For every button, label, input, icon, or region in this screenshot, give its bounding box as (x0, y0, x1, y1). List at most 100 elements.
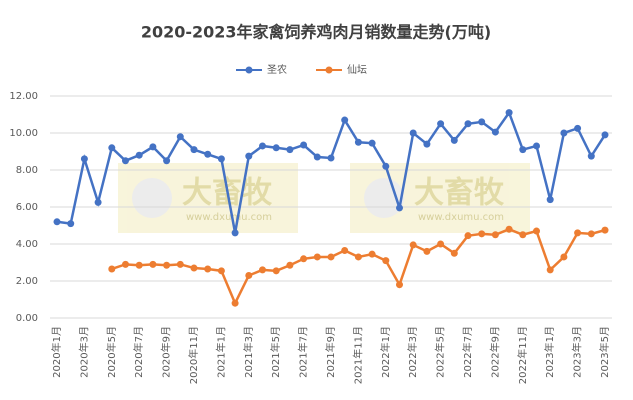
data-point (382, 257, 390, 265)
y-tick-label: 10.00 (9, 128, 38, 139)
data-point (560, 253, 568, 261)
x-tick-label: 2020年9月 (160, 326, 173, 378)
data-point (231, 229, 239, 237)
data-point (122, 157, 129, 165)
data-point (94, 198, 102, 206)
data-point (53, 218, 61, 226)
data-point (286, 146, 294, 154)
data-point (560, 129, 568, 137)
legend-label: 圣农 (267, 63, 287, 76)
x-tick-label: 2022年11月 (516, 326, 529, 384)
data-point (450, 249, 458, 257)
data-point (409, 129, 417, 137)
watermark: 大畜牧 www.dxumu.com 大畜牧 www.dxumu.com (118, 163, 530, 233)
data-point (396, 281, 403, 289)
data-point (437, 240, 445, 248)
y-tick-label: 8.00 (16, 165, 38, 176)
watermark-url: www.dxumu.com (186, 212, 272, 223)
data-point (108, 265, 116, 273)
data-point (368, 250, 376, 258)
data-point (259, 142, 266, 150)
data-point (190, 264, 198, 272)
data-point (300, 141, 308, 149)
data-point (601, 226, 609, 234)
data-point (450, 136, 458, 144)
legend-marker (325, 66, 333, 74)
x-tick-label: 2023年5月 (598, 326, 611, 378)
data-point (327, 253, 335, 261)
data-point (149, 143, 157, 151)
data-point (135, 151, 143, 159)
data-point (491, 128, 499, 136)
x-tick-label: 2021年11月 (351, 326, 364, 384)
watermark-logo (132, 178, 172, 218)
y-tick-label: 0.00 (16, 313, 38, 324)
data-point (149, 260, 157, 268)
x-tick-label: 2021年1月 (214, 326, 227, 378)
x-tick-label: 2020年5月 (105, 326, 118, 378)
x-tick-label: 2021年5月 (269, 326, 282, 378)
x-tick-label: 2021年7月 (297, 326, 310, 378)
data-point (217, 155, 225, 163)
data-point (190, 146, 198, 154)
data-point (396, 204, 403, 212)
y-tick-label: 4.00 (16, 239, 38, 250)
data-point (491, 231, 499, 239)
x-tick-label: 2020年11月 (187, 326, 200, 384)
data-point (272, 144, 280, 152)
data-point (231, 299, 239, 307)
data-point (478, 118, 486, 126)
data-point (204, 150, 212, 158)
y-tick-label: 12.00 (9, 91, 38, 102)
data-point (300, 255, 308, 263)
data-point (574, 124, 582, 132)
data-point (341, 246, 349, 254)
x-tick-label: 2022年3月 (406, 326, 419, 378)
x-tick-label: 2023年1月 (543, 326, 556, 378)
data-point (80, 155, 88, 163)
data-point (423, 140, 431, 148)
data-point (313, 153, 321, 161)
data-point (437, 120, 445, 128)
data-point (574, 229, 582, 237)
watermark-text: 大畜牧 (414, 176, 505, 211)
data-point (108, 144, 116, 152)
legend-label: 仙坛 (347, 63, 367, 76)
data-point (546, 266, 554, 274)
data-point (163, 157, 171, 165)
data-point (464, 232, 472, 240)
x-tick-label: 2020年7月 (132, 326, 145, 378)
data-point (204, 265, 212, 273)
data-point (478, 230, 486, 238)
data-point (245, 152, 253, 160)
data-point (533, 227, 540, 235)
data-point (163, 261, 171, 269)
data-point (327, 154, 335, 162)
data-point (354, 138, 362, 146)
x-tick-label: 2022年7月 (461, 326, 474, 378)
x-tick-label: 2022年5月 (434, 326, 447, 378)
data-point (67, 220, 75, 228)
y-tick-label: 6.00 (16, 202, 38, 213)
data-point (122, 260, 129, 268)
data-point (176, 133, 184, 141)
legend-marker (245, 66, 253, 74)
data-point (341, 116, 349, 124)
data-point (135, 261, 143, 269)
data-point (286, 261, 294, 269)
chart-title: 2020-2023年家禽饲养鸡肉月销数量走势(万吨) (141, 23, 491, 42)
data-point (464, 120, 472, 128)
data-point (505, 225, 513, 233)
data-point (245, 271, 253, 279)
data-point (423, 247, 431, 255)
data-point (519, 146, 527, 154)
x-tick-label: 2021年3月 (242, 326, 255, 378)
data-point (176, 260, 184, 268)
data-point (601, 131, 609, 139)
data-point (587, 230, 595, 238)
watermark-url: www.dxumu.com (418, 212, 504, 223)
data-point (587, 152, 595, 160)
data-point (354, 253, 362, 261)
data-point (382, 162, 390, 170)
